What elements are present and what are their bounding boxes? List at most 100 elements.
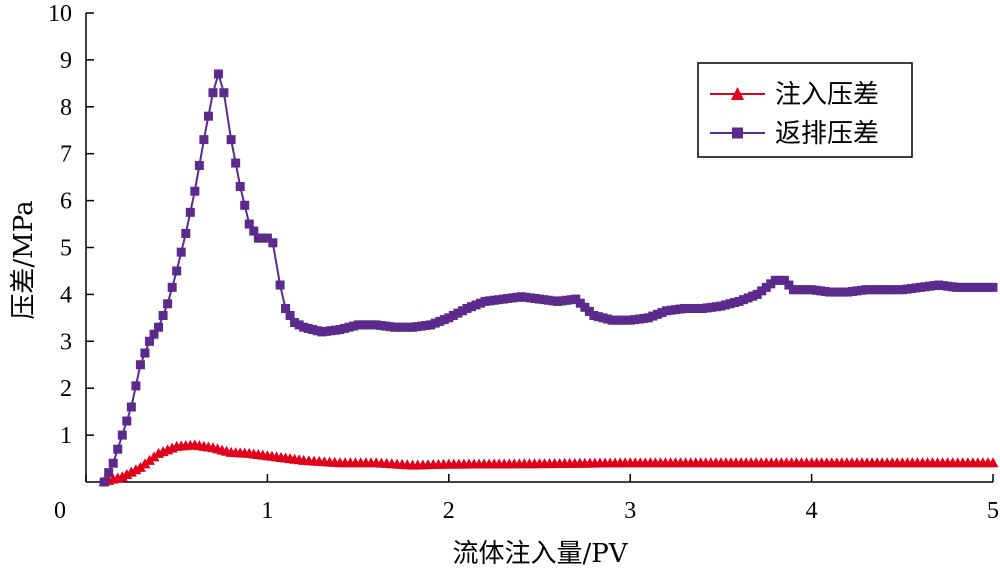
data-point xyxy=(539,295,549,305)
data-point xyxy=(521,292,531,302)
data-point xyxy=(330,325,340,335)
data-point xyxy=(612,315,622,325)
x-axis-title: 流体注入量/PV xyxy=(452,539,628,569)
data-point xyxy=(516,292,526,302)
data-point xyxy=(299,322,309,332)
data-point xyxy=(253,233,263,243)
data-point xyxy=(108,458,118,468)
data-point xyxy=(219,88,229,98)
data-point xyxy=(244,219,254,229)
x-ticks: 1 2 3 4 5 xyxy=(85,474,999,524)
data-point xyxy=(689,303,699,313)
data-point xyxy=(589,311,599,321)
legend-triangle-icon xyxy=(731,87,744,100)
data-point xyxy=(566,295,576,305)
data-point xyxy=(625,315,635,325)
data-point xyxy=(349,321,359,331)
data-point xyxy=(480,296,490,306)
data-point xyxy=(203,111,213,121)
data-point xyxy=(104,468,114,478)
data-point xyxy=(317,327,327,337)
x-tick-label: 5 xyxy=(987,498,999,524)
data-point xyxy=(303,323,313,333)
legend-square-icon xyxy=(732,127,743,139)
y-tick-label: 1 xyxy=(60,423,72,449)
data-point xyxy=(879,285,889,295)
data-point xyxy=(117,430,127,440)
data-point xyxy=(339,323,349,333)
data-point xyxy=(793,285,803,295)
data-point xyxy=(498,294,508,304)
data-point xyxy=(99,477,109,487)
y-tick-label: 10 xyxy=(48,1,72,27)
x-tick-label: 3 xyxy=(624,498,636,524)
data-point xyxy=(829,287,839,297)
data-point xyxy=(856,285,866,295)
data-point xyxy=(761,282,771,292)
data-point xyxy=(788,285,798,295)
data-point xyxy=(571,294,581,304)
data-point xyxy=(548,296,558,306)
data-point xyxy=(730,298,740,308)
data-point xyxy=(734,296,744,306)
data-point xyxy=(875,285,885,295)
data-point xyxy=(752,289,762,299)
data-point xyxy=(285,311,295,321)
y-tick-label: 5 xyxy=(60,236,72,262)
data-point xyxy=(353,320,363,330)
data-point xyxy=(861,285,871,295)
data-point xyxy=(838,287,848,297)
data-point xyxy=(158,311,168,321)
y-axis-title: 压差/MPa xyxy=(9,200,39,319)
data-point xyxy=(707,302,717,312)
data-point xyxy=(748,291,758,301)
data-point xyxy=(312,326,322,336)
data-point xyxy=(897,285,907,295)
data-point xyxy=(131,381,141,391)
data-point xyxy=(852,286,862,296)
data-point xyxy=(693,303,703,313)
data-point xyxy=(249,226,259,236)
data-point xyxy=(816,286,826,296)
data-point xyxy=(698,303,708,313)
data-point xyxy=(457,306,467,316)
data-point xyxy=(888,285,898,295)
data-point xyxy=(398,322,408,332)
data-point xyxy=(444,313,454,323)
data-point xyxy=(435,316,445,326)
data-point xyxy=(335,325,345,335)
data-point xyxy=(258,233,268,243)
data-point xyxy=(802,285,812,295)
axes: 1 2 3 4 5 6 7 8 9 10 1 2 3 4 5 0 xyxy=(48,1,999,524)
data-point xyxy=(825,287,835,297)
y-ticks: 1 2 3 4 5 6 7 8 9 10 xyxy=(48,1,94,449)
legend-label-injection: 注入压差 xyxy=(775,80,879,110)
legend-label-flowback: 返排压差 xyxy=(775,119,879,149)
data-point xyxy=(634,314,644,324)
series-flowback xyxy=(99,69,998,487)
plot-series xyxy=(98,69,999,487)
data-point xyxy=(630,315,640,325)
x-tick-label: 2 xyxy=(443,498,455,524)
data-point xyxy=(983,282,993,292)
data-point xyxy=(925,281,935,291)
data-point xyxy=(525,293,535,303)
data-point xyxy=(987,457,999,468)
data-point xyxy=(471,300,481,310)
data-point xyxy=(739,295,749,305)
data-point xyxy=(476,298,486,308)
y-tick-label: 7 xyxy=(60,142,72,168)
data-point xyxy=(779,275,789,285)
data-point xyxy=(135,360,145,370)
data-point xyxy=(421,320,431,330)
data-point xyxy=(798,285,808,295)
data-point xyxy=(979,282,989,292)
origin-tick-label: 0 xyxy=(54,498,66,524)
data-point xyxy=(643,313,653,323)
data-point xyxy=(575,298,585,308)
data-point xyxy=(961,282,971,292)
data-point xyxy=(902,284,912,294)
data-point xyxy=(870,285,880,295)
data-point xyxy=(974,282,984,292)
data-point xyxy=(557,296,567,306)
